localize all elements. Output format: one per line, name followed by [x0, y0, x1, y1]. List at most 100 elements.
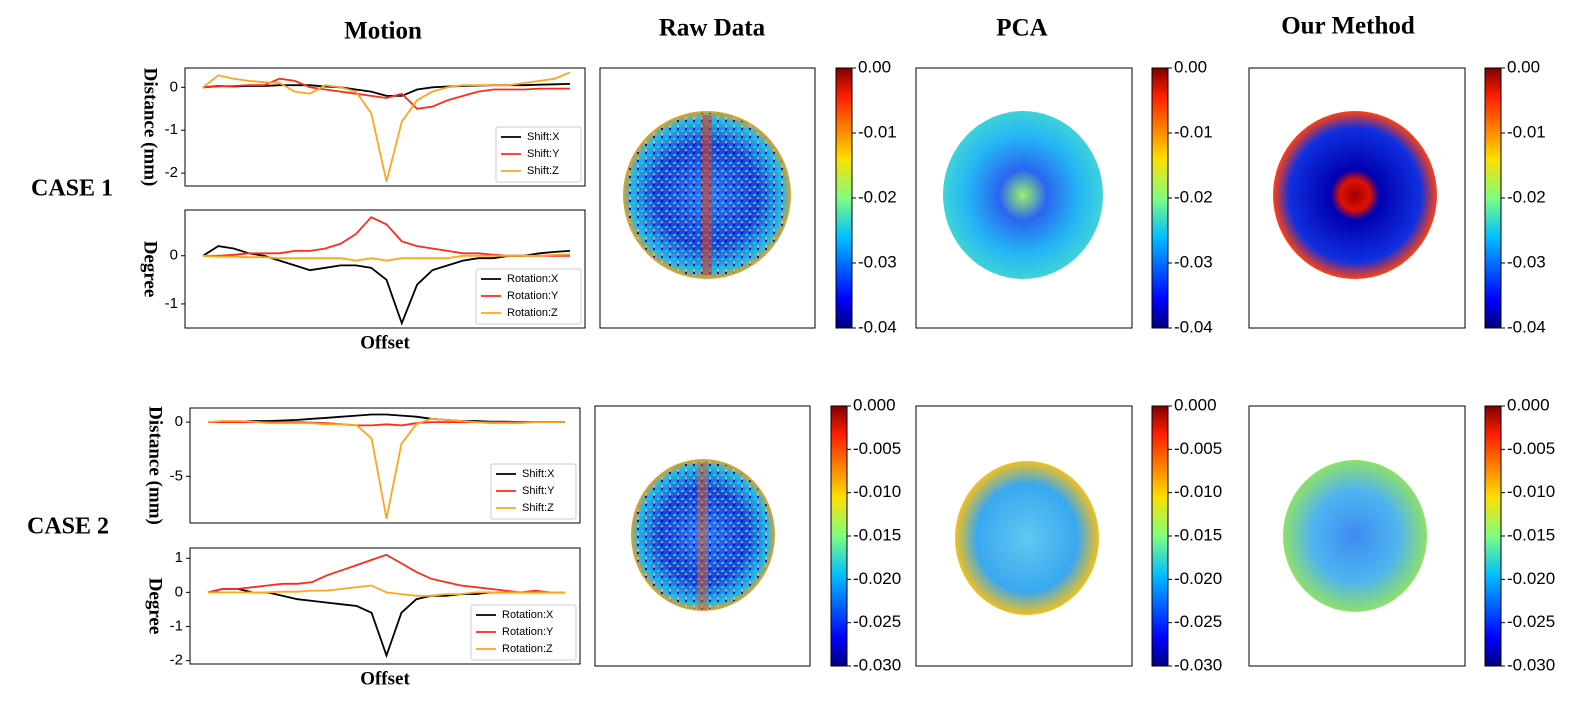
colorbar-tick-label: -0.020: [853, 569, 901, 588]
colorbar-tick-label: 0.00: [1507, 57, 1540, 76]
x-axis-label: Offset: [360, 668, 410, 689]
series-line: [202, 71, 571, 182]
colorbar-tick-label: -0.030: [853, 655, 901, 674]
legend-box: [490, 463, 577, 520]
y-tick-label: 1: [175, 549, 183, 566]
colorbar-tick-label: -0.01: [858, 122, 897, 141]
colorbar-tick-label: -0.04: [858, 317, 897, 336]
colorbar-tick-label: 0.000: [1507, 395, 1550, 414]
series-line: [208, 413, 565, 423]
legend-label: Rotation:Y: [507, 290, 559, 302]
image-panels: [594, 67, 1466, 667]
image-frame: [915, 67, 1133, 329]
column-title: Raw Data: [659, 15, 766, 42]
legend-label: Rotation:Z: [507, 307, 558, 319]
colorbar-tick-label: -0.020: [1507, 569, 1555, 588]
colorbar-tick-label: -0.02: [858, 187, 897, 206]
legend-label: Rotation:Y: [502, 626, 554, 638]
plot-frame: [184, 209, 586, 329]
colorbar-tick-label: -0.015: [1507, 525, 1555, 544]
brain-image: [943, 111, 1103, 279]
colorbar-tick-label: -0.010: [853, 482, 901, 501]
colorbar-tick-label: -0.005: [853, 439, 901, 458]
image-frame: [1248, 67, 1466, 329]
colorbar-tick-label: -0.015: [1174, 525, 1222, 544]
legend-label: Rotation:X: [502, 609, 554, 621]
brain-midline: [702, 115, 712, 275]
y-tick-label: -1: [165, 121, 178, 138]
legend-box: [495, 126, 582, 183]
colorbar-tick-label: -0.01: [1507, 122, 1546, 141]
y-tick-label: -2: [170, 652, 183, 669]
colorbar-tick-label: -0.03: [858, 252, 897, 271]
y-tick-label: 0: [170, 78, 178, 95]
colorbar: [1151, 67, 1169, 329]
series-line: [208, 584, 565, 597]
colorbar-tick-label: -0.025: [1174, 612, 1222, 631]
colorbar-tick-label: -0.03: [1507, 252, 1546, 271]
colorbar-tick-label: -0.010: [1507, 482, 1555, 501]
legend: Shift:X Shift:Y Shift:Z: [490, 463, 577, 520]
image-frame: [599, 67, 816, 329]
series-line: [202, 77, 570, 110]
y-axis-label: Distance (mm): [145, 406, 166, 525]
image-frame: [594, 405, 811, 667]
colorbar-tick-label: -0.04: [1174, 317, 1213, 336]
row-label: CASE 1: [31, 176, 113, 202]
legend-label: Shift:Y: [522, 485, 555, 497]
y-tick-label: -1: [165, 295, 178, 312]
y-tick-label: -1: [170, 617, 183, 634]
legend-box: [470, 604, 577, 661]
legend: Shift:X Shift:Y Shift:Z: [495, 126, 582, 183]
y-tick-label: 0: [175, 583, 183, 600]
brain-image: [955, 461, 1099, 615]
brain-midline: [698, 462, 708, 610]
colorbar: [835, 67, 853, 329]
colorbar-tick-label: -0.010: [1174, 482, 1222, 501]
legend-label: Rotation:X: [507, 273, 559, 285]
y-tick-label: 0: [175, 413, 183, 430]
colorbar-tick-label: -0.005: [1174, 439, 1222, 458]
legend: Rotation:X Rotation:Y Rotation:Z: [470, 604, 577, 661]
legend-label: Rotation:Z: [502, 643, 553, 655]
legend-label: Shift:Y: [527, 148, 560, 160]
colorbar-tick-label: 0.000: [853, 395, 896, 414]
series-line: [202, 253, 571, 262]
y-axis-label: Degree: [140, 241, 161, 298]
brain-images: [623, 111, 1437, 615]
colorbar-tick-label: 0.00: [858, 57, 891, 76]
row-label: CASE 2: [27, 514, 109, 540]
colorbar-tick-label: -0.020: [1174, 569, 1222, 588]
colorbar: [830, 405, 848, 667]
colorbar-tick-label: -0.015: [853, 525, 901, 544]
y-tick-label: -5: [170, 467, 183, 484]
brain-image: [1273, 111, 1437, 279]
legend-label: Shift:Z: [522, 502, 554, 514]
colorbar: [1151, 405, 1169, 667]
legend-label: Shift:X: [527, 131, 560, 143]
legend-box: [475, 268, 582, 325]
y-tick-label: 0: [170, 247, 178, 264]
column-title: PCA: [996, 15, 1047, 42]
colorbar-tick-label: -0.030: [1507, 655, 1555, 674]
brain-image: [1283, 460, 1427, 612]
y-axis-label: Degree: [145, 578, 166, 635]
colorbar-tick-label: -0.025: [853, 612, 901, 631]
x-axis-label: Offset: [360, 332, 410, 353]
colorbar: [1484, 405, 1502, 667]
series-line: [203, 216, 570, 257]
y-axis-label: Distance (mm): [140, 68, 161, 187]
colorbar-tick-label: -0.02: [1507, 187, 1546, 206]
colorbar-tick-label: -0.030: [1174, 655, 1222, 674]
series-line: [207, 417, 565, 519]
legend: Rotation:X Rotation:Y Rotation:Z: [475, 268, 582, 325]
legend-label: Shift:X: [522, 468, 555, 480]
image-frame: [1248, 405, 1466, 667]
colorbar-tick-label: -0.01: [1174, 122, 1213, 141]
plot-frame: [189, 547, 581, 665]
colorbar-tick-label: -0.04: [1507, 317, 1546, 336]
column-title: Motion: [344, 18, 422, 45]
colorbar-tick-label: -0.02: [1174, 187, 1213, 206]
